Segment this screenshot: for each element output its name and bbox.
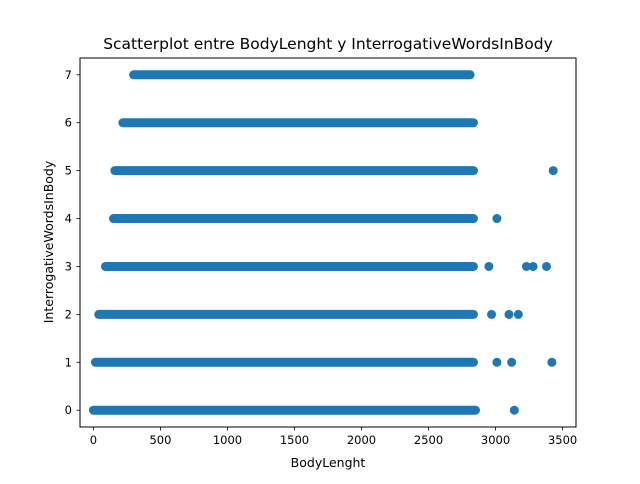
y-tick-label: 2 bbox=[65, 307, 72, 321]
scatter-point bbox=[492, 214, 502, 224]
point-band-y7 bbox=[129, 70, 475, 80]
axes-frame bbox=[79, 57, 577, 428]
y-tick-label: 1 bbox=[65, 355, 72, 369]
x-tick-label: 3000 bbox=[481, 433, 510, 447]
x-tick-label: 3500 bbox=[548, 433, 577, 447]
y-axis-label: InterrogativeWordsInBody bbox=[41, 160, 56, 323]
scatter-point bbox=[487, 309, 497, 319]
scatter-point bbox=[507, 357, 517, 367]
point-band-y2 bbox=[94, 309, 478, 319]
y-tick-label: 0 bbox=[65, 403, 72, 417]
x-tick-label: 0 bbox=[90, 433, 97, 447]
point-band-y0 bbox=[88, 405, 480, 415]
x-axis: 0 500 1000 1500 2000 2500 3000 3500 bbox=[90, 427, 577, 447]
point-band-y6 bbox=[118, 118, 478, 128]
chart-title: Scatterplot entre BodyLenght y Interroga… bbox=[103, 35, 553, 53]
plot-area bbox=[88, 70, 558, 415]
point-band-y3 bbox=[100, 261, 478, 271]
y-tick-label: 6 bbox=[65, 116, 72, 130]
scatter-point bbox=[513, 309, 523, 319]
scatter-point bbox=[484, 261, 494, 271]
scatter-point bbox=[521, 261, 531, 271]
x-tick-label: 2000 bbox=[347, 433, 376, 447]
point-band-y5 bbox=[110, 166, 478, 176]
y-tick-label: 3 bbox=[65, 259, 72, 273]
scatter-point bbox=[528, 261, 538, 271]
x-axis-label: BodyLenght bbox=[291, 455, 366, 470]
y-tick-label: 5 bbox=[65, 164, 72, 178]
point-band-y1 bbox=[90, 357, 478, 367]
x-tick-label: 1000 bbox=[213, 433, 242, 447]
x-tick-label: 1500 bbox=[280, 433, 309, 447]
scatter-point bbox=[548, 166, 558, 176]
point-band-y4 bbox=[109, 214, 478, 224]
x-tick-label: 2500 bbox=[414, 433, 443, 447]
scatter-point bbox=[504, 309, 514, 319]
y-tick-label: 4 bbox=[65, 212, 72, 226]
scatter-point bbox=[547, 357, 557, 367]
x-tick-label: 500 bbox=[149, 433, 171, 447]
scatter-point bbox=[492, 357, 502, 367]
y-axis: 0 1 2 3 4 5 6 7 bbox=[65, 68, 80, 417]
y-tick-label: 7 bbox=[65, 68, 72, 82]
scatter-point bbox=[509, 405, 519, 415]
scatter-point bbox=[542, 261, 552, 271]
